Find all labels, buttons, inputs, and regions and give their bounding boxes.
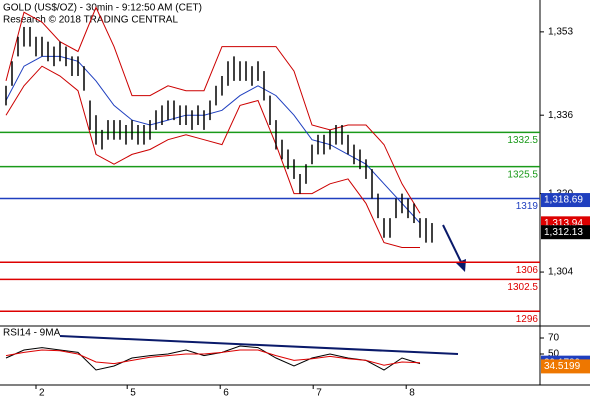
level-label: 1296 xyxy=(516,314,539,325)
y-tick-label: 70 xyxy=(548,333,560,344)
x-tick-label: 7 xyxy=(316,388,322,399)
y-tick-label: 1,353 xyxy=(548,27,573,38)
price-tag xyxy=(541,225,590,240)
chart-title: GOLD (US$/OZ) - 30min - 9:12:50 AM (CET) xyxy=(3,3,202,14)
price-tag-label: 1,312.13 xyxy=(544,227,583,238)
price-tag xyxy=(541,193,590,208)
overlay-line xyxy=(5,345,421,371)
overlay-line xyxy=(5,65,420,248)
price-tag-label: 1,313.94 xyxy=(544,218,583,229)
price-tag-label: 1,318.69 xyxy=(544,195,583,206)
forecast-arrow xyxy=(442,224,463,265)
price-tag-label: 34.5199 xyxy=(544,361,581,372)
x-tick-label: 6 xyxy=(223,388,229,399)
overlay-line xyxy=(5,6,421,214)
y-tick-label: 50 xyxy=(548,349,560,360)
y-tick-label: 1,304 xyxy=(548,267,573,278)
x-tick-label: 2 xyxy=(39,388,45,399)
level-label: 1306 xyxy=(516,265,539,276)
trend-line xyxy=(59,335,459,355)
rsi-title: RSI14 - 9MA xyxy=(3,328,61,339)
price-tag xyxy=(541,359,590,374)
overlay-line xyxy=(5,349,421,366)
x-tick-label: 8 xyxy=(409,388,415,399)
y-tick-label: 1,336 xyxy=(548,110,573,121)
x-tick-label: 5 xyxy=(130,388,136,399)
level-label: 1332.5 xyxy=(507,135,538,146)
overlay-line xyxy=(5,55,421,224)
level-label: 1302.5 xyxy=(507,282,538,293)
level-label: 1319 xyxy=(516,201,539,212)
level-label: 1325.5 xyxy=(507,169,538,180)
